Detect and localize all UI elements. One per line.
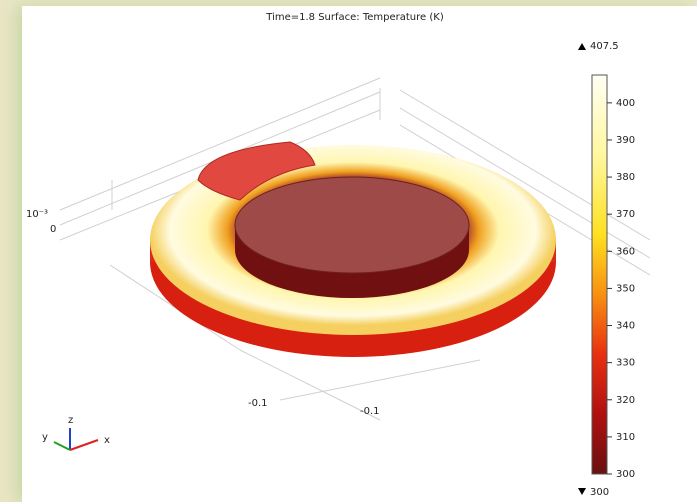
colorbar-tick-label: 310 xyxy=(616,432,635,443)
colorbar-max: 407.5 xyxy=(590,41,619,52)
disk-top xyxy=(235,177,469,273)
colorbar-tick-label: 390 xyxy=(616,135,635,146)
triad-x xyxy=(70,440,98,450)
plot-title: Time=1.8 Surface: Temperature (K) xyxy=(265,12,444,23)
colorbar-tick-label: 400 xyxy=(616,98,635,109)
colorbar-tick-label: 380 xyxy=(616,172,635,183)
colorbar-min: 300 xyxy=(590,487,609,498)
triad-y xyxy=(54,442,70,450)
colorbar-tick-label: 370 xyxy=(616,209,635,220)
triad: z x y xyxy=(42,415,110,450)
axis-label: 10⁻³ xyxy=(26,209,48,220)
colorbar-tick-label: 360 xyxy=(616,246,635,257)
page: Time=1.8 Surface: Temperature (K) 10⁻³ 0… xyxy=(0,0,697,502)
colorbar xyxy=(592,75,607,474)
colorbar-tick-label: 340 xyxy=(616,321,635,332)
colorbar-tick-label: 320 xyxy=(616,395,635,406)
max-marker xyxy=(578,43,586,50)
plot: Time=1.8 Surface: Temperature (K) 10⁻³ 0… xyxy=(0,0,697,502)
min-marker xyxy=(578,488,586,495)
colorbar-tick-label: 330 xyxy=(616,358,635,369)
triad-label: z xyxy=(68,415,73,426)
colorbar-tick-label: 300 xyxy=(616,469,635,480)
triad-label: y xyxy=(42,432,48,443)
axis-label: -0.1 xyxy=(248,398,268,409)
axis-label: -0.1 xyxy=(360,406,380,417)
triad-label: x xyxy=(104,435,110,446)
axis-label: 0 xyxy=(50,224,56,235)
colorbar-tick-label: 350 xyxy=(616,283,635,294)
